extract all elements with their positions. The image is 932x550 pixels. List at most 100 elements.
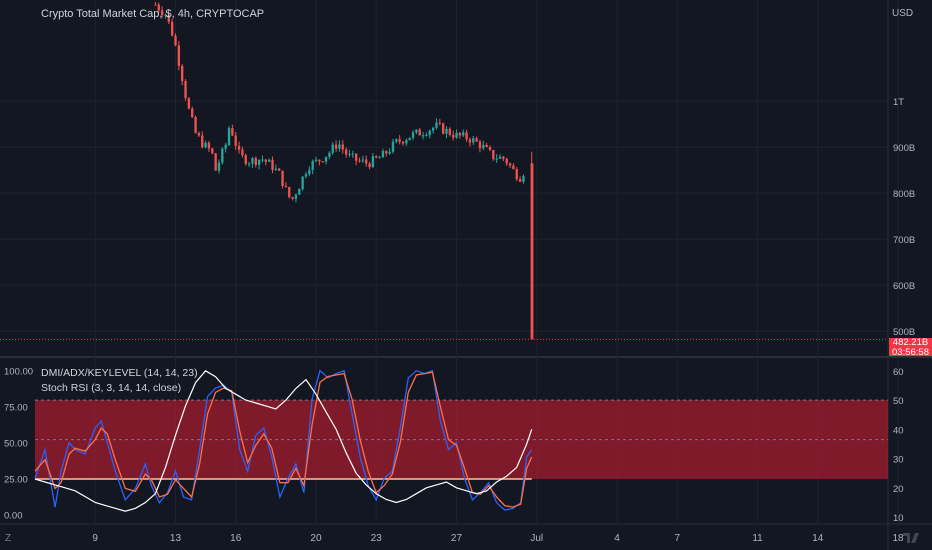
candle-body bbox=[334, 144, 338, 149]
candle-body bbox=[448, 128, 452, 135]
candle-body bbox=[268, 159, 271, 162]
candle-body bbox=[167, 14, 170, 22]
candle-body bbox=[518, 179, 522, 182]
candle-body bbox=[244, 155, 247, 164]
candle-body bbox=[405, 140, 408, 144]
candle-body bbox=[254, 158, 257, 165]
candle-body bbox=[421, 135, 425, 137]
price-tick-label: 900B bbox=[893, 143, 915, 154]
time-tick-label: 18 bbox=[892, 533, 904, 544]
candle-body bbox=[264, 159, 268, 162]
candle-body bbox=[492, 149, 495, 160]
candle-body bbox=[418, 129, 421, 136]
time-tick-label: 13 bbox=[170, 533, 182, 544]
candle-body bbox=[221, 148, 224, 163]
stoch-d-line bbox=[34, 371, 533, 508]
candle-body bbox=[324, 156, 328, 162]
candle-body bbox=[344, 149, 348, 155]
candle-body bbox=[522, 176, 525, 182]
tradingview-logo-icon bbox=[902, 530, 920, 544]
candle-body bbox=[160, 10, 164, 15]
candle-body bbox=[251, 158, 254, 164]
adx-line bbox=[34, 370, 533, 512]
stoch-rsi-legend: Stoch RSI (3, 3, 14, 14, close) bbox=[41, 382, 182, 394]
stoch-k-line bbox=[34, 369, 533, 511]
adx-tick-label: 50 bbox=[893, 396, 904, 407]
time-tick-label: 9 bbox=[92, 533, 98, 544]
candle-body bbox=[177, 45, 181, 66]
candle-body bbox=[425, 135, 428, 137]
candle-body bbox=[365, 159, 368, 164]
price-tick-label: 600B bbox=[893, 281, 915, 292]
candle-body bbox=[237, 145, 241, 150]
candle-body bbox=[298, 188, 301, 195]
time-tick-label: 14 bbox=[812, 533, 824, 544]
candle-body bbox=[281, 170, 284, 186]
stoch-tick-label: 100.00 bbox=[4, 367, 33, 378]
candle-body bbox=[207, 142, 211, 149]
candle-body bbox=[351, 153, 354, 155]
candle-body bbox=[391, 141, 395, 152]
candle-body bbox=[174, 35, 177, 46]
stoch-tick-label: 50.00 bbox=[4, 439, 28, 450]
bar-countdown: 03:56:58 bbox=[892, 347, 929, 357]
adx-tick-label: 40 bbox=[893, 425, 904, 436]
candle-body bbox=[197, 132, 201, 136]
candle-body bbox=[408, 137, 411, 141]
candle-body bbox=[291, 197, 294, 199]
candle-body bbox=[311, 161, 314, 170]
candle-body bbox=[378, 157, 381, 159]
candle-body bbox=[304, 174, 308, 177]
candle-body bbox=[328, 152, 331, 157]
candle-body bbox=[505, 158, 508, 164]
candle-body bbox=[465, 132, 468, 140]
candle-body bbox=[415, 129, 418, 133]
candle-body bbox=[462, 132, 465, 136]
candle-body bbox=[381, 151, 385, 158]
candle-body bbox=[348, 154, 351, 156]
time-tick-label: 7 bbox=[674, 533, 680, 544]
candle-body bbox=[445, 128, 448, 134]
time-axis[interactable]: 9 13 16 20 23 27 Jul 4 7 11 14 18 bbox=[92, 533, 904, 544]
price-tick-label: 700B bbox=[893, 235, 915, 246]
stoch-tick-label: 0.00 bbox=[4, 510, 23, 521]
candle-body bbox=[428, 130, 431, 136]
candle-body bbox=[294, 194, 298, 199]
zoom-reset-icon[interactable]: Z bbox=[5, 533, 12, 544]
candle-body bbox=[472, 138, 475, 143]
oscillator-pane: 100.00 75.00 50.00 25.00 0.00 60 50 40 30 20 10 bbox=[4, 367, 904, 524]
candle-body bbox=[201, 135, 204, 148]
candle-body bbox=[308, 169, 311, 175]
candle-body bbox=[455, 132, 458, 138]
candle-body bbox=[321, 161, 324, 163]
candle-body bbox=[257, 159, 261, 165]
dmi-legend: DMI/ADX/KEYLEVEL (14, 14, 23) bbox=[41, 367, 198, 379]
candle-body bbox=[354, 153, 358, 161]
candle-body bbox=[241, 149, 244, 156]
candle-body bbox=[164, 14, 167, 16]
candle-body bbox=[512, 165, 515, 170]
currency-label: USD bbox=[892, 8, 914, 19]
candle-body bbox=[261, 159, 264, 161]
candle-body bbox=[515, 169, 518, 180]
candle-body bbox=[411, 132, 415, 138]
candle-body bbox=[318, 159, 321, 162]
candle-body bbox=[247, 163, 251, 165]
candle-body bbox=[278, 168, 281, 171]
adx-tick-label: 20 bbox=[893, 484, 904, 495]
candle-body bbox=[211, 148, 214, 154]
candle-body bbox=[508, 163, 512, 166]
candle-body bbox=[214, 153, 217, 171]
candle-body bbox=[224, 144, 227, 149]
candle-body bbox=[194, 117, 197, 133]
candle-body bbox=[371, 156, 375, 168]
candle-body bbox=[458, 132, 462, 136]
candle-body bbox=[274, 168, 278, 170]
candle-body bbox=[181, 65, 184, 82]
candle-body bbox=[217, 162, 221, 171]
adx-tick-label: 30 bbox=[893, 455, 904, 466]
candle-body bbox=[227, 128, 231, 145]
candle-body bbox=[452, 134, 455, 138]
candle-body bbox=[498, 156, 502, 159]
